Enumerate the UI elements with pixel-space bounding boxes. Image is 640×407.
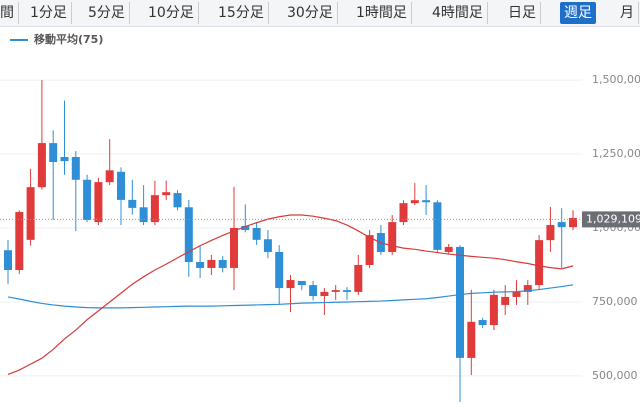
candle-body [139, 207, 148, 223]
tab[interactable]: 月 [616, 2, 639, 24]
candle-body [569, 217, 577, 228]
candle-body [15, 212, 24, 271]
candle-body [433, 202, 442, 250]
candle-body [478, 320, 487, 326]
tab[interactable]: 10分足 [144, 2, 199, 24]
candle-body [230, 228, 238, 268]
candle-body [388, 222, 397, 252]
tab[interactable]: 15分足 [214, 2, 269, 24]
candle-body [117, 171, 125, 200]
candle-body [331, 290, 340, 292]
candle-body [557, 222, 566, 228]
tab[interactable]: 週足 [560, 2, 596, 24]
candle-body [26, 187, 35, 240]
toolbar: 間 1分足 5分足 10分足 15分足 30分足 1時間足 4時間足 日足 週足… [0, 0, 640, 27]
candle-body [184, 207, 193, 263]
y-tick-label: 1,500,000 [592, 73, 640, 86]
legend-label: 移動平均(75) [34, 32, 103, 46]
tab[interactable]: 間 [0, 2, 19, 24]
candle-body [523, 285, 532, 292]
tab[interactable]: 1分足 [26, 2, 72, 24]
last-price-box [582, 211, 640, 228]
candle-body [83, 179, 92, 221]
candle-body [365, 235, 374, 265]
candle-body [297, 280, 306, 286]
candle-body [456, 246, 464, 358]
candle-body [94, 182, 103, 223]
candle-body [241, 225, 250, 231]
candle-body [546, 225, 555, 241]
candle-body [105, 170, 114, 183]
candle-body [489, 294, 498, 326]
candle-body [467, 321, 476, 358]
candle-body [60, 156, 69, 162]
candle-body [252, 228, 261, 240]
candle-body [286, 280, 295, 289]
tab[interactable]: 1時間足 [352, 2, 412, 24]
candle-body [218, 259, 227, 268]
candle-body [263, 239, 272, 252]
candle-body [444, 246, 453, 252]
candle-body [162, 192, 171, 196]
candle-body [4, 250, 12, 271]
candle-body [501, 296, 510, 305]
candle-body [37, 143, 46, 188]
candle-body [207, 259, 216, 268]
moving-average-line [7, 214, 574, 376]
y-tick-label: 1,250,000 [592, 147, 640, 160]
tab[interactable]: 4時間足 [428, 2, 488, 24]
y-tick-label: 750,000 [592, 295, 638, 308]
candle-body [71, 156, 80, 180]
last-price-label: 1,029,109 [586, 212, 640, 225]
candle-body [196, 262, 205, 268]
tab[interactable]: 5分足 [84, 2, 130, 24]
candle-body [422, 200, 431, 203]
candle-body [49, 143, 58, 163]
candle-body [512, 291, 521, 297]
tab[interactable]: 30分足 [283, 2, 338, 24]
candle-body [128, 199, 137, 208]
candle-body [320, 291, 329, 297]
y-tick-label: 500,000 [592, 369, 638, 382]
candle-body [399, 203, 408, 223]
candle-body [173, 193, 182, 208]
candle-body [354, 264, 363, 292]
candle-body [410, 200, 419, 204]
candle-body [535, 240, 544, 286]
candle-body [150, 195, 159, 223]
candle-body [309, 285, 318, 297]
candle-body [343, 290, 351, 292]
tab[interactable]: 日足 [504, 2, 541, 24]
candle-body [275, 251, 284, 289]
